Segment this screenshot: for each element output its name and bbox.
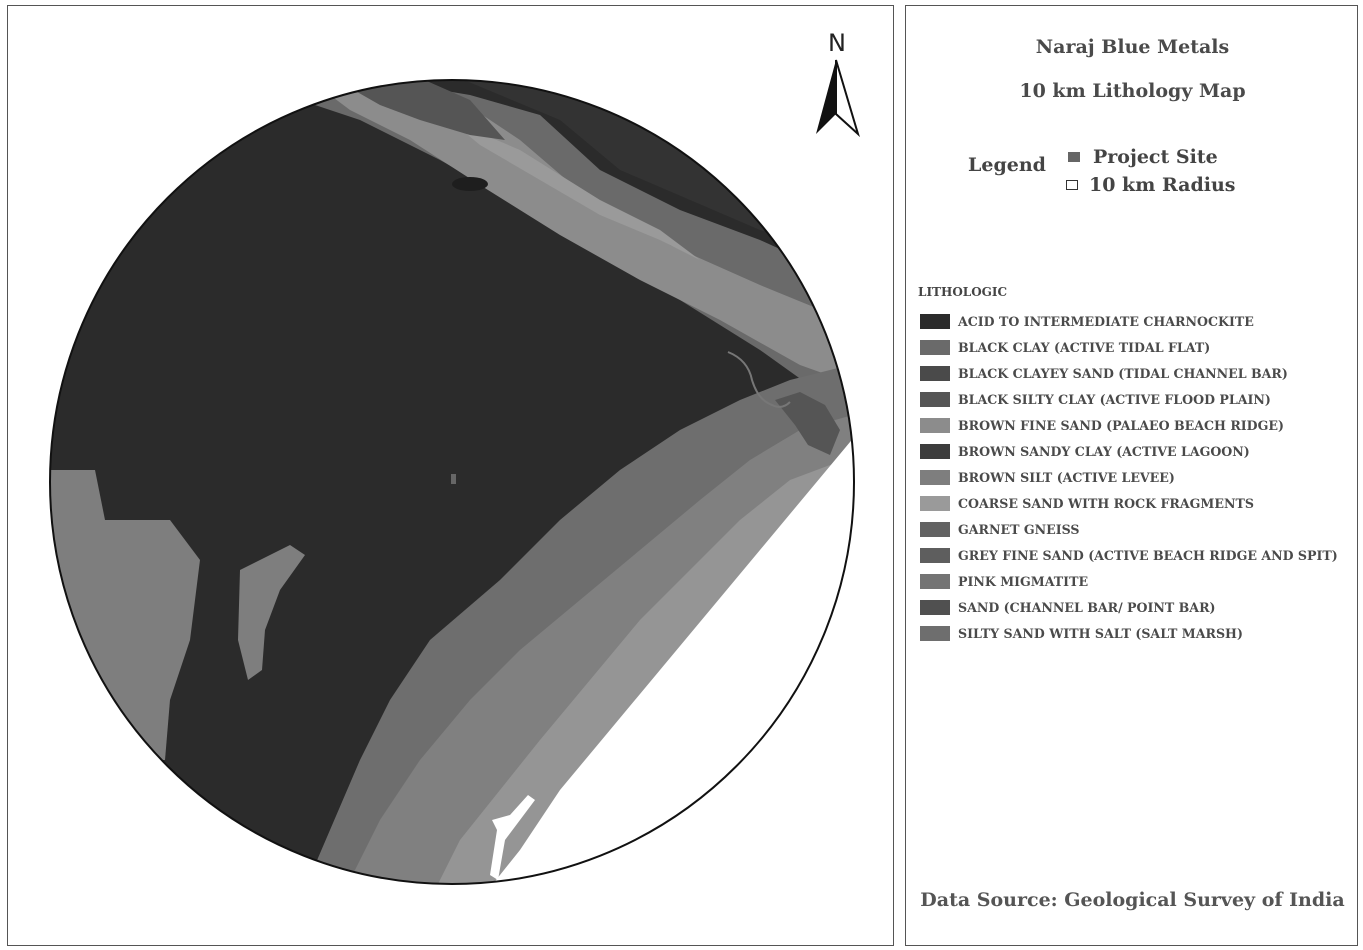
map-subtitle: 10 km Lithology Map: [1019, 80, 1246, 102]
lithologic-label: BLACK CLAY (ACTIVE TIDAL FLAT): [958, 339, 1211, 355]
lithologic-swatch: [920, 313, 950, 329]
lithologic-swatch: [920, 600, 950, 616]
estuary-patch: [775, 392, 840, 455]
project-site-label: Project Site: [1093, 146, 1218, 168]
lithologic-item: PINK MIGMATITE: [920, 568, 1338, 594]
lagoon-patch: [452, 177, 488, 191]
map-title: Naraj Blue Metals: [1035, 36, 1230, 58]
lithologic-label: ACID TO INTERMEDIATE CHARNOCKITE: [958, 313, 1254, 329]
north-arrow-icon: [816, 59, 860, 138]
lithologic-item: BLACK SILTY CLAY (ACTIVE FLOOD PLAIN): [920, 386, 1338, 412]
lithologic-label: BROWN SANDY CLAY (ACTIVE LAGOON): [958, 443, 1250, 459]
lithologic-swatch: [920, 547, 950, 563]
lithologic-swatch: [920, 391, 950, 407]
lithologic-item: SAND (CHANNEL BAR/ POINT BAR): [920, 595, 1338, 621]
lithologic-item: BLACK CLAYEY SAND (TIDAL CHANNEL BAR): [920, 360, 1338, 386]
lithologic-label: SAND (CHANNEL BAR/ POINT BAR): [958, 600, 1216, 616]
lithologic-item: ACID TO INTERMEDIATE CHARNOCKITE: [920, 308, 1338, 334]
lithologic-label: BLACK CLAYEY SAND (TIDAL CHANNEL BAR): [958, 365, 1288, 381]
data-source: Data Source: Geological Survey of India: [920, 889, 1345, 911]
lithologic-swatch: [920, 339, 950, 355]
lithologic-swatch: [920, 417, 950, 433]
lithologic-label: GREY FINE SAND (ACTIVE BEACH RIDGE AND S…: [958, 547, 1338, 563]
radius-swatch: [1066, 180, 1078, 190]
radius-label: 10 km Radius: [1089, 174, 1236, 196]
north-label: N: [828, 29, 846, 57]
lithology-map: [49, 79, 855, 885]
river-channel: [727, 351, 791, 408]
flood-plain-patch: [345, 80, 505, 140]
project-site-marker: [451, 474, 456, 484]
lithologic-item: GARNET GNEISS: [920, 516, 1338, 542]
lithologic-swatch: [920, 443, 950, 459]
lithologic-swatch: [920, 365, 950, 381]
lithologic-label: GARNET GNEISS: [958, 521, 1080, 537]
lithologic-label: SILTY SAND WITH SALT (SALT MARSH): [958, 626, 1243, 642]
west-patch: [238, 545, 305, 680]
lithologic-label: BROWN SILT (ACTIVE LEVEE): [958, 469, 1175, 485]
lithologic-item: BLACK CLAY (ACTIVE TIDAL FLAT): [920, 334, 1338, 360]
lithologic-label: BLACK SILTY CLAY (ACTIVE FLOOD PLAIN): [958, 391, 1271, 407]
legend-label: Legend: [968, 154, 1046, 176]
lithologic-swatch: [920, 521, 950, 537]
lithologic-label: BROWN FINE SAND (PALAEO BEACH RIDGE): [958, 417, 1284, 433]
lithologic-swatch: [920, 469, 950, 485]
lithologic-label: PINK MIGMATITE: [958, 573, 1089, 589]
lithologic-list: ACID TO INTERMEDIATE CHARNOCKITE BLACK CL…: [920, 308, 1338, 647]
lithologic-heading: LITHOLOGIC: [918, 285, 1008, 299]
lithologic-item: BROWN SANDY CLAY (ACTIVE LAGOON): [920, 438, 1338, 464]
legend-key-radius: 10 km Radius: [1066, 174, 1236, 196]
lithologic-swatch: [920, 495, 950, 511]
lithologic-item: SILTY SAND WITH SALT (SALT MARSH): [920, 621, 1338, 647]
legend-panel: Naraj Blue Metals 10 km Lithology Map Le…: [905, 5, 1358, 946]
levee-strip: [450, 120, 700, 260]
lithologic-swatch: [920, 573, 950, 589]
legend-key-project-site: Project Site: [1068, 146, 1218, 168]
lithologic-item: BROWN FINE SAND (PALAEO BEACH RIDGE): [920, 412, 1338, 438]
lithologic-item: GREY FINE SAND (ACTIVE BEACH RIDGE AND S…: [920, 542, 1338, 568]
radius-circle: [49, 79, 855, 885]
lithologic-label: COARSE SAND WITH ROCK FRAGMENTS: [958, 495, 1254, 511]
lithologic-item: BROWN SILT (ACTIVE LEVEE): [920, 464, 1338, 490]
palaeo-beach-ridge: [330, 85, 854, 390]
lithologic-swatch: [920, 626, 950, 642]
project-site-swatch: [1068, 152, 1080, 162]
tidal-inlet-spit: [490, 795, 535, 880]
lithologic-item: COARSE SAND WITH ROCK FRAGMENTS: [920, 490, 1338, 516]
